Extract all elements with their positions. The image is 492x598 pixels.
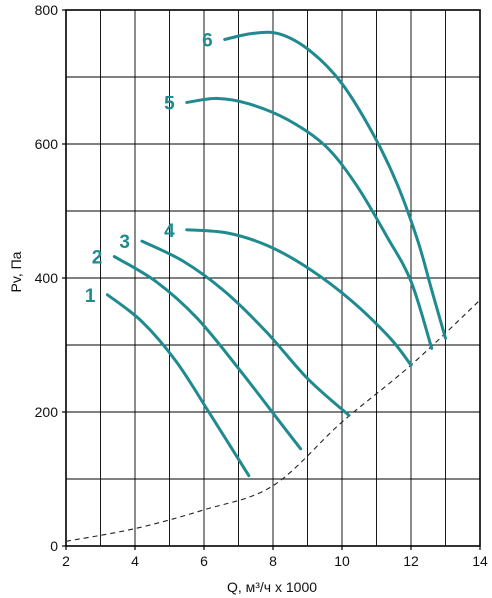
series-2-label: 2 bbox=[92, 248, 103, 269]
y-tick-label: 200 bbox=[35, 404, 59, 420]
y-tick-label: 400 bbox=[35, 270, 59, 286]
series-5-line bbox=[185, 96, 434, 350]
y-tick-label: 800 bbox=[35, 2, 59, 18]
series-5-label: 5 bbox=[164, 93, 175, 114]
x-tick-label: 12 bbox=[403, 553, 419, 569]
x-tick-label: 4 bbox=[131, 553, 139, 569]
y-tick-label: 600 bbox=[35, 136, 59, 152]
x-axis-label: Q, м³/ч x 1000 bbox=[227, 579, 317, 595]
series-6-label: 6 bbox=[202, 30, 213, 51]
grid bbox=[66, 10, 480, 546]
series-6-line bbox=[223, 30, 447, 340]
series-2-line bbox=[112, 255, 303, 451]
series-4-line bbox=[185, 228, 413, 367]
x-tick-label: 10 bbox=[334, 553, 350, 569]
y-axis-label: Pv, Па bbox=[8, 251, 24, 292]
axes bbox=[62, 9, 481, 550]
x-tick-label: 8 bbox=[269, 553, 277, 569]
series-3-line bbox=[140, 239, 351, 417]
series-4-label: 4 bbox=[164, 221, 175, 242]
series-1-label: 1 bbox=[85, 286, 96, 307]
x-tick-label: 14 bbox=[472, 553, 488, 569]
x-tick-label: 6 bbox=[200, 553, 208, 569]
series-3-label: 3 bbox=[119, 232, 130, 253]
x-tick-label: 2 bbox=[62, 553, 70, 569]
series-1-line bbox=[105, 293, 251, 478]
y-tick-label: 0 bbox=[50, 538, 58, 554]
